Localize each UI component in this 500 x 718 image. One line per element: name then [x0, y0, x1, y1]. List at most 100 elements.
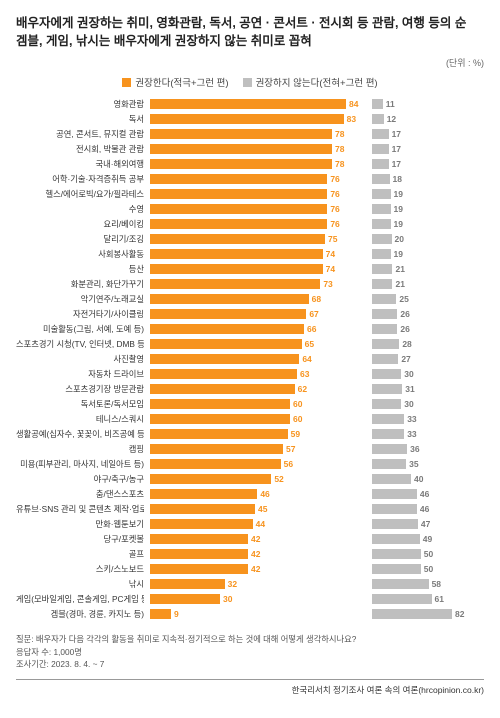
footer-credit: 한국리서치 정기조사 여론 속의 여론(hrcopinion.co.kr) [16, 679, 484, 696]
row-bars: 7321 [150, 277, 484, 291]
bar-recommend [150, 309, 306, 319]
row-label: 생활공예(십자수, 꽃꽂이, 비즈공예 등) [16, 428, 144, 440]
bar-notrecommend [372, 534, 420, 544]
bar-notrecommend [372, 519, 418, 529]
bar-notrecommend [372, 594, 432, 604]
row-label: 낚시 [16, 578, 144, 590]
value-notrecommend: 36 [407, 445, 422, 454]
bar-notrecommend-wrap: 49 [372, 534, 472, 544]
legend-swatch-recommend [122, 78, 131, 87]
value-notrecommend: 30 [401, 370, 416, 379]
chart-row: 스포츠경기 시청(TV, 인터넷, DMB 등)6528 [16, 337, 484, 351]
bar-notrecommend [372, 294, 396, 304]
chart-row: 독서토론/독서모임6030 [16, 397, 484, 411]
bar-recommend [150, 339, 302, 349]
bar-chart: 영화관람8411독서8312공연, 콘서트, 뮤지컬 관람7817전시회, 박물… [16, 97, 484, 621]
bar-recommend [150, 159, 332, 169]
bar-notrecommend-wrap: 18 [372, 174, 472, 184]
bar-recommend [150, 519, 253, 529]
value-notrecommend: 49 [420, 535, 435, 544]
bar-notrecommend-wrap: 17 [372, 129, 472, 139]
row-bars: 30 61 [150, 592, 484, 606]
chart-row: 독서8312 [16, 112, 484, 126]
bar-recommend-wrap: 64 [150, 354, 368, 364]
bar-notrecommend-wrap: 58 [372, 579, 472, 589]
bar-notrecommend [372, 144, 389, 154]
bar-notrecommend [372, 384, 402, 394]
row-bars: 4646 [150, 487, 484, 501]
value-notrecommend: 12 [384, 115, 399, 124]
bar-notrecommend [372, 579, 429, 589]
row-bars: 4546 [150, 502, 484, 516]
chart-row: 스키/스노보드4250 [16, 562, 484, 576]
row-bars: 5933 [150, 427, 484, 441]
row-bars: 8411 [150, 97, 484, 111]
bar-notrecommend-wrap: 25 [372, 294, 472, 304]
bar-notrecommend-wrap: 26 [372, 309, 472, 319]
chart-row: 당구/포켓볼4249 [16, 532, 484, 546]
bar-notrecommend [372, 444, 407, 454]
bar-recommend-wrap: 42 [150, 564, 368, 574]
row-label: 독서 [16, 113, 144, 125]
chart-row: 공연, 콘서트, 뮤지컬 관람7817 [16, 127, 484, 141]
value-recommend: 76 [327, 220, 342, 229]
bar-recommend-wrap: 52 [150, 474, 368, 484]
value-recommend: 32 [225, 580, 240, 589]
value-recommend: 42 [248, 565, 263, 574]
value-recommend: 74 [323, 265, 338, 274]
chart-row: 자동차 드라이브6330 [16, 367, 484, 381]
chart-row: 테니스/스쿼시6033 [16, 412, 484, 426]
value-notrecommend: 50 [421, 550, 436, 559]
chart-row: 사진촬영 64 27 [16, 352, 484, 366]
value-notrecommend: 11 [383, 100, 398, 109]
bar-recommend [150, 414, 290, 424]
chart-row: 낚시 32 58 [16, 577, 484, 591]
row-label: 독서토론/독서모임 [16, 398, 144, 410]
value-recommend: 78 [332, 130, 347, 139]
bar-notrecommend [372, 174, 390, 184]
footer-question: 질문: 배우자가 다음 각각의 활동을 취미로 지속적·정기적으로 하는 것에 … [16, 633, 484, 646]
bar-notrecommend-wrap: 61 [372, 594, 472, 604]
value-notrecommend: 50 [421, 565, 436, 574]
bar-notrecommend-wrap: 19 [372, 204, 472, 214]
chart-row: 악기연주/노래교실6825 [16, 292, 484, 306]
row-label: 게임(모바일게임, 콘솔게임, PC게임 등) [16, 593, 144, 605]
legend-label-not-recommend: 권장하지 않는다(전혀+그런 편) [256, 75, 378, 89]
row-label: 영화관람 [16, 98, 144, 110]
bar-recommend-wrap: 73 [150, 279, 368, 289]
row-label: 캠핑 [16, 443, 144, 455]
bar-notrecommend-wrap: 82 [372, 609, 472, 619]
bar-recommend [150, 294, 309, 304]
row-label: 달리기/조깅 [16, 233, 144, 245]
bar-notrecommend [372, 129, 389, 139]
bar-recommend [150, 504, 255, 514]
value-recommend: 42 [248, 535, 263, 544]
bar-recommend [150, 384, 295, 394]
bar-notrecommend-wrap: 12 [372, 114, 472, 124]
value-recommend: 66 [304, 325, 319, 334]
value-notrecommend: 26 [397, 325, 412, 334]
row-label: 사진촬영 [16, 353, 144, 365]
bar-notrecommend-wrap: 28 [372, 339, 472, 349]
legend-not-recommend: 권장하지 않는다(전혀+그런 편) [243, 75, 378, 89]
row-label: 골프 [16, 548, 144, 560]
bar-recommend [150, 369, 297, 379]
row-label: 스포츠경기장 방문관람 [16, 383, 144, 395]
value-notrecommend: 47 [418, 520, 433, 529]
row-bars: 5736 [150, 442, 484, 456]
value-notrecommend: 17 [389, 145, 404, 154]
value-recommend: 67 [306, 310, 321, 319]
bar-notrecommend-wrap: 19 [372, 219, 472, 229]
chart-row: 겜블(경마, 경륜, 카지노 등)982 [16, 607, 484, 621]
chart-row: 생활공예(십자수, 꽃꽂이, 비즈공예 등) 5933 [16, 427, 484, 441]
bar-recommend [150, 264, 323, 274]
bar-notrecommend-wrap: 19 [372, 189, 472, 199]
bar-notrecommend [372, 609, 452, 619]
footer-n: 응답자 수: 1,000명 [16, 646, 484, 659]
bar-recommend-wrap: 74 [150, 264, 368, 274]
bar-notrecommend [372, 114, 384, 124]
bar-notrecommend [372, 339, 399, 349]
bar-notrecommend-wrap: 27 [372, 354, 472, 364]
bar-notrecommend-wrap: 35 [372, 459, 472, 469]
value-recommend: 30 [220, 595, 235, 604]
